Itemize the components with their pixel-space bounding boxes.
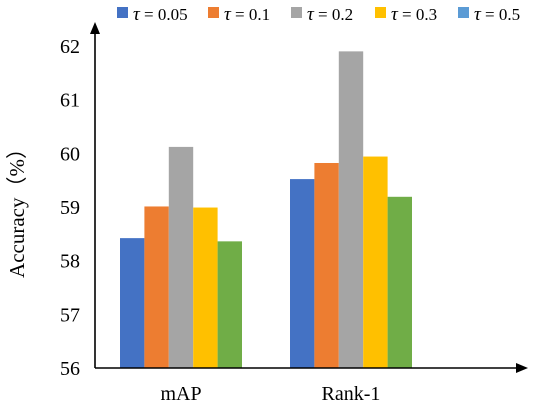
y-tick-label: 57 [60, 304, 80, 326]
x-tick-label: Rank-1 [322, 383, 381, 405]
bar [193, 207, 218, 368]
legend-item: τ = 0.5 [458, 4, 520, 25]
legend-item: τ = 0.1 [208, 4, 270, 25]
legend-symbol: τ [133, 4, 141, 25]
x-tick-label: mAP [160, 383, 201, 405]
y-tick-label: 60 [60, 143, 80, 165]
y-tick-label: 59 [60, 197, 80, 219]
legend: τ = 0.05 τ = 0.1 τ = 0.2 τ = 0.3 τ = 0.5 [117, 4, 520, 25]
legend-label: = 0.1 [235, 5, 270, 24]
bar [217, 241, 242, 368]
x-axis-arrow [516, 363, 528, 373]
legend-symbol: τ [224, 4, 232, 25]
legend-symbol: τ [307, 4, 315, 25]
y-tick-label: 62 [60, 36, 80, 58]
legend-label: = 0.05 [144, 5, 188, 24]
y-tick-label: 56 [60, 358, 80, 380]
y-axis-label: Accuracy（%） [5, 138, 29, 278]
legend-item: τ = 0.3 [375, 4, 437, 25]
bar [144, 206, 169, 368]
x-tick-labels: mAP Rank-1 [160, 383, 380, 405]
legend-swatch [117, 7, 128, 18]
bars [120, 51, 412, 368]
legend-swatch [375, 7, 386, 18]
legend-label: = 0.2 [318, 5, 353, 24]
y-tick-label: 58 [60, 251, 80, 273]
y-axis-arrow [90, 22, 100, 34]
legend-symbol: τ [474, 4, 482, 25]
bar [168, 146, 194, 368]
legend-symbol: τ [391, 4, 399, 25]
bar [387, 196, 412, 368]
legend-label: = 0.3 [402, 5, 437, 24]
legend-swatch [458, 7, 469, 18]
axes [90, 22, 528, 373]
bar [314, 162, 339, 368]
bar [338, 51, 364, 368]
legend-swatch [291, 7, 302, 18]
legend-item: τ = 0.2 [291, 4, 353, 25]
legend-item: τ = 0.05 [117, 4, 188, 25]
bar [290, 179, 315, 368]
legend-swatch [208, 7, 219, 18]
bar [120, 238, 145, 368]
bar [363, 156, 388, 368]
y-tick-labels: 56 57 58 59 60 61 62 [60, 36, 80, 380]
legend-label: = 0.5 [485, 5, 520, 24]
y-tick-label: 61 [60, 90, 80, 112]
